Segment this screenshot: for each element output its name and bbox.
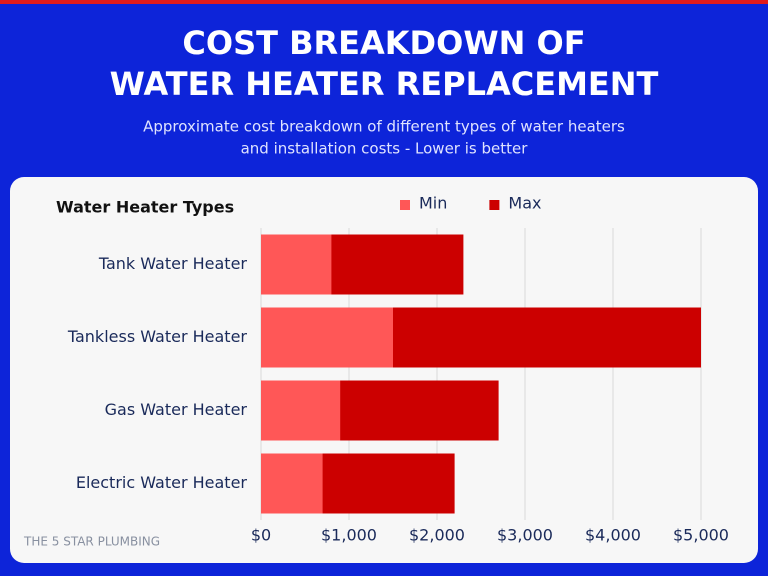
- chart-title: COST BREAKDOWN OF: [182, 24, 585, 62]
- y-tick-label: Gas Water Heater: [105, 400, 248, 419]
- top-strip: [0, 0, 768, 4]
- chart-title: WATER HEATER REPLACEMENT: [110, 65, 659, 103]
- x-tick-label: $2,000: [409, 526, 465, 545]
- bar: [261, 234, 332, 295]
- x-tick-label: $3,000: [497, 526, 553, 545]
- legend-label: Min: [419, 194, 447, 213]
- bar: [261, 307, 393, 368]
- x-tick-label: $0: [251, 526, 271, 545]
- legend-swatch: [489, 200, 500, 210]
- x-tick-label: $5,000: [673, 526, 729, 545]
- y-tick-label: Tankless Water Heater: [67, 327, 248, 346]
- subtitle: and installation costs - Lower is better: [241, 140, 529, 158]
- bar: [261, 380, 341, 441]
- axis-title: Water Heater Types: [56, 198, 234, 217]
- y-tick-label: Tank Water Heater: [98, 254, 248, 273]
- subtitle: Approximate cost breakdown of different …: [143, 118, 625, 136]
- legend-label: Max: [508, 194, 541, 213]
- x-tick-label: $4,000: [585, 526, 641, 545]
- bar: [261, 453, 323, 514]
- y-tick-label: Electric Water Heater: [76, 473, 248, 492]
- panel: [10, 177, 758, 563]
- legend-swatch: [400, 200, 410, 210]
- footer: THE 5 STAR PLUMBING: [23, 535, 160, 549]
- x-tick-label: $1,000: [321, 526, 377, 545]
